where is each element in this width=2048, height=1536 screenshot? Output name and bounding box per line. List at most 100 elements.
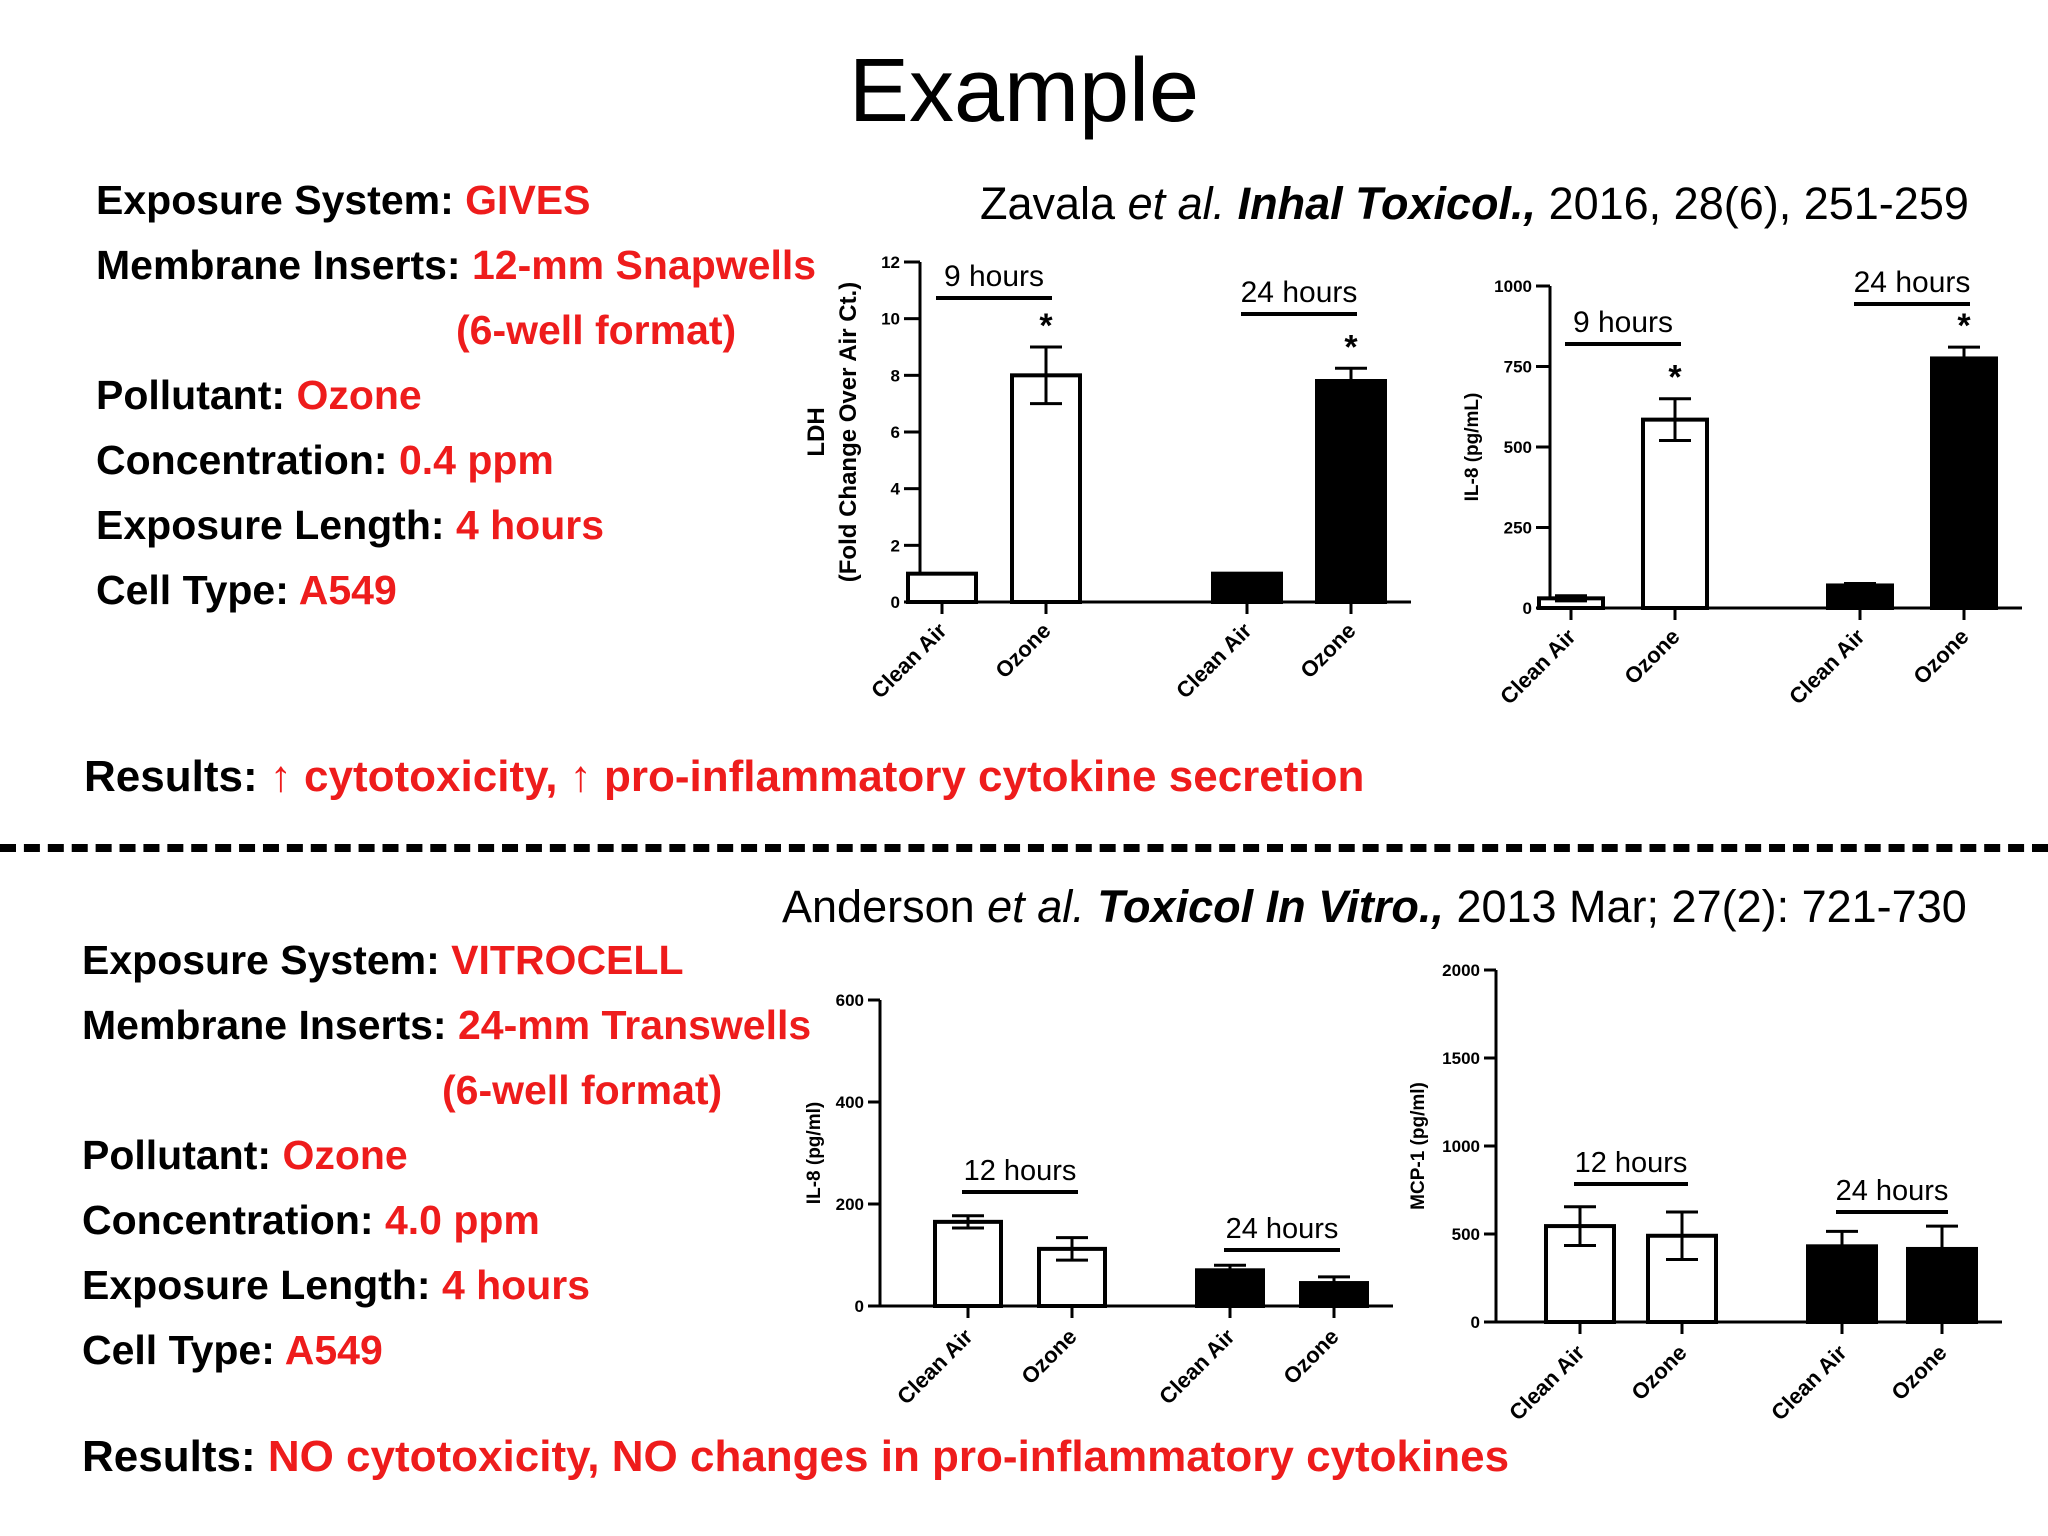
x-category-label: Clean Air (866, 618, 952, 704)
bar (1906, 1246, 1978, 1324)
citation-details: 2013 Mar; 27(2): 721-730 (1456, 881, 1967, 932)
info-value: (6-well format) (456, 307, 737, 353)
il8-chart-bottom: 0 200 400 600 IL-8 (pg/ml) Clean Air Ozone 12 h… (804, 991, 1393, 1410)
y-tick-label: 1000 (1494, 277, 1532, 296)
ldh-chart: 0 2 4 6 8 10 12 LDH (Fold Change Over Air Ct.) Cl… (803, 253, 1411, 704)
top-results: Results: ↑ cytotoxicity, ↑ pro-inflammat… (84, 752, 1364, 802)
y-tick-label: 4 (891, 480, 901, 499)
info-label: Pollutant: (82, 1132, 272, 1178)
y-tick-label: 400 (836, 1093, 864, 1112)
info-label: Exposure System: (96, 177, 454, 223)
bar (1195, 1268, 1265, 1308)
y-tick-label: 500 (1504, 438, 1532, 457)
il8-chart-top: 0 250 500 750 1000 IL-8 (pg/mL) Clean Air * Ozon… (1462, 266, 2022, 710)
significance-star: * (1344, 328, 1358, 366)
y-tick-label: 200 (836, 1195, 864, 1214)
y-axis-label: LDH (803, 407, 830, 456)
info-label: Concentration: (96, 437, 388, 483)
section-divider (0, 844, 2048, 852)
x-category-label: Ozone (1295, 618, 1360, 683)
group-label: 24 hours (1241, 276, 1358, 309)
y-tick-label: 500 (1452, 1225, 1480, 1244)
y-tick-label: 10 (881, 310, 900, 329)
group-label: 24 hours (1836, 1175, 1949, 1207)
y-axis-label: (Fold Change Over Air Ct.) (835, 282, 862, 582)
info-row-pollutant: Pollutant: Ozone (96, 363, 816, 428)
x-category-label: Ozone (990, 618, 1055, 683)
bar (1806, 1244, 1878, 1325)
y-tick-label: 0 (1471, 1313, 1480, 1332)
y-tick-label: 8 (891, 366, 900, 385)
significance-star: * (1957, 307, 1971, 345)
info-value: 12-mm Snapwells (471, 242, 817, 288)
info-value: VITROCELL (451, 937, 684, 983)
results-value: NO cytotoxicity, NO changes in pro-infla… (267, 1432, 1510, 1481)
mcp1-chart: 0 500 1000 1500 2000 MCP-1 (pg/ml) Clean Air Oz… (1408, 961, 2002, 1426)
citation-etal: et al. (987, 881, 1085, 932)
x-category-label: Ozone (1886, 1340, 1951, 1405)
bar (1211, 571, 1283, 604)
significance-star: * (1039, 307, 1053, 345)
info-row-membrane-format: (6-well format) (82, 1058, 811, 1123)
results-label: Results: (82, 1432, 256, 1481)
info-row-cell-type: Cell Type: A549 (96, 558, 816, 623)
info-label: Membrane Inserts: (82, 1002, 447, 1048)
info-value: GIVES (465, 177, 591, 223)
info-label: Exposure Length: (82, 1262, 431, 1308)
x-category-label: Clean Air (1766, 1340, 1852, 1426)
info-row-cell-type: Cell Type: A549 (82, 1318, 811, 1383)
x-category-label: Ozone (1619, 624, 1684, 689)
bar (1930, 356, 1998, 610)
citation-details: 2016, 28(6), 251-259 (1548, 178, 1969, 229)
bar (1315, 379, 1387, 604)
y-tick-label: 750 (1504, 358, 1532, 377)
y-axis-label: IL-8 (pg/mL) (1462, 393, 1483, 502)
top-info-list: Exposure System: GIVES Membrane Inserts:… (96, 168, 816, 623)
x-category-label: Clean Air (1504, 1340, 1590, 1426)
bar (1299, 1281, 1369, 1308)
info-value: 24-mm Transwells (457, 1002, 812, 1048)
group-label: 9 hours (944, 260, 1044, 293)
results-label: Results: (84, 752, 258, 801)
slide-title: Example (848, 41, 1200, 141)
info-label: Exposure Length: (96, 502, 445, 548)
x-category-label: Clean Air (892, 1324, 978, 1410)
results-value: ↑ cytotoxicity, ↑ pro-inflammatory cytok… (269, 752, 1365, 801)
info-row-exposure-length: Exposure Length: 4 hours (82, 1253, 811, 1318)
y-tick-label: 6 (891, 423, 900, 442)
info-value: 4 hours (455, 502, 605, 548)
y-tick-label: 0 (891, 593, 900, 612)
group-label: 24 hours (1854, 266, 1971, 299)
citation-journal: Toxicol In Vitro., (1097, 881, 1444, 932)
y-tick-label: 1500 (1442, 1049, 1480, 1068)
group-label: 12 hours (1575, 1147, 1688, 1179)
y-tick-label: 2 (891, 536, 900, 555)
x-category-label: Ozone (1908, 624, 1973, 689)
x-category-label: Clean Air (1154, 1324, 1240, 1410)
bottom-results: Results: NO cytotoxicity, NO changes in … (82, 1432, 1509, 1482)
x-category-label: Clean Air (1495, 624, 1581, 710)
x-category-label: Clean Air (1171, 618, 1257, 704)
y-tick-label: 1000 (1442, 1137, 1480, 1156)
x-category-label: Clean Air (1784, 624, 1870, 710)
info-label: Cell Type: (96, 567, 289, 613)
y-tick-label: 12 (881, 253, 900, 272)
info-row-membrane-format: (6-well format) (96, 298, 816, 363)
info-value: Ozone (296, 372, 422, 418)
info-row-exposure-length: Exposure Length: 4 hours (96, 493, 816, 558)
info-value: 4.0 ppm (384, 1197, 540, 1243)
info-value: (6-well format) (442, 1067, 723, 1113)
info-label: Cell Type: (82, 1327, 275, 1373)
info-row-exposure-system: Exposure System: VITROCELL (82, 928, 811, 993)
info-row-membrane-inserts: Membrane Inserts: 12-mm Snapwells (96, 233, 816, 298)
info-row-concentration: Concentration: 4.0 ppm (82, 1188, 811, 1253)
y-tick-label: 250 (1504, 519, 1532, 538)
info-label: Exposure System: (82, 937, 440, 983)
info-row-pollutant: Pollutant: Ozone (82, 1123, 811, 1188)
y-tick-label: 0 (1523, 599, 1532, 618)
citation-journal: Inhal Toxicol., (1237, 178, 1537, 229)
x-category-label: Ozone (1016, 1324, 1081, 1389)
bar (933, 1219, 1003, 1309)
y-tick-label: 2000 (1442, 961, 1480, 980)
bottom-info-list: Exposure System: VITROCELL Membrane Inse… (82, 928, 811, 1383)
